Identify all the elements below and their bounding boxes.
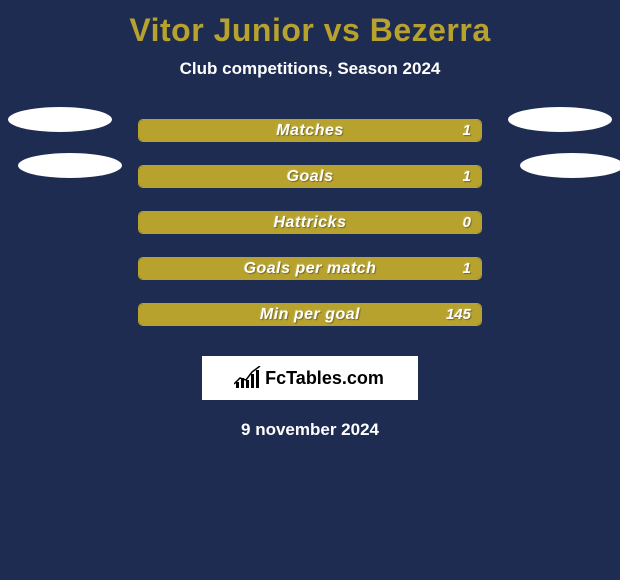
logo-text: FcTables.com <box>265 368 384 389</box>
player1-marker-ellipse <box>18 153 122 178</box>
stat-row: Goals per match 1 <box>0 257 620 280</box>
stat-value: 1 <box>463 258 471 279</box>
stat-bar-track: Hattricks 0 <box>138 211 482 234</box>
page-subtitle: Club competitions, Season 2024 <box>180 59 441 79</box>
stat-bar-track: Goals per match 1 <box>138 257 482 280</box>
stat-label: Goals per match <box>139 258 481 279</box>
stat-value: 145 <box>446 304 471 325</box>
stat-value: 1 <box>463 120 471 141</box>
stat-bar-track: Goals 1 <box>138 165 482 188</box>
stat-label: Hattricks <box>139 212 481 233</box>
player2-marker-ellipse <box>520 153 620 178</box>
player1-marker-ellipse <box>8 107 112 132</box>
stat-label: Matches <box>139 120 481 141</box>
stat-label: Min per goal <box>139 304 481 325</box>
stat-bar-track: Matches 1 <box>138 119 482 142</box>
stat-label: Goals <box>139 166 481 187</box>
comparison-infographic: Vitor Junior vs Bezerra Club competition… <box>0 0 620 580</box>
stat-value: 0 <box>463 212 471 233</box>
stat-row: Matches 1 <box>0 119 620 142</box>
stat-row: Goals 1 <box>0 165 620 188</box>
generation-date: 9 november 2024 <box>241 420 379 440</box>
stat-row: Min per goal 145 <box>0 303 620 326</box>
stats-bars: Matches 1 Goals 1 Hattricks 0 <box>0 119 620 326</box>
fctables-logo: FcTables.com <box>202 356 418 400</box>
chart-icon-line <box>234 366 262 386</box>
chart-icon <box>236 368 259 388</box>
stat-row: Hattricks 0 <box>0 211 620 234</box>
stat-value: 1 <box>463 166 471 187</box>
stat-bar-track: Min per goal 145 <box>138 303 482 326</box>
page-title: Vitor Junior vs Bezerra <box>129 12 490 49</box>
player2-marker-ellipse <box>508 107 612 132</box>
